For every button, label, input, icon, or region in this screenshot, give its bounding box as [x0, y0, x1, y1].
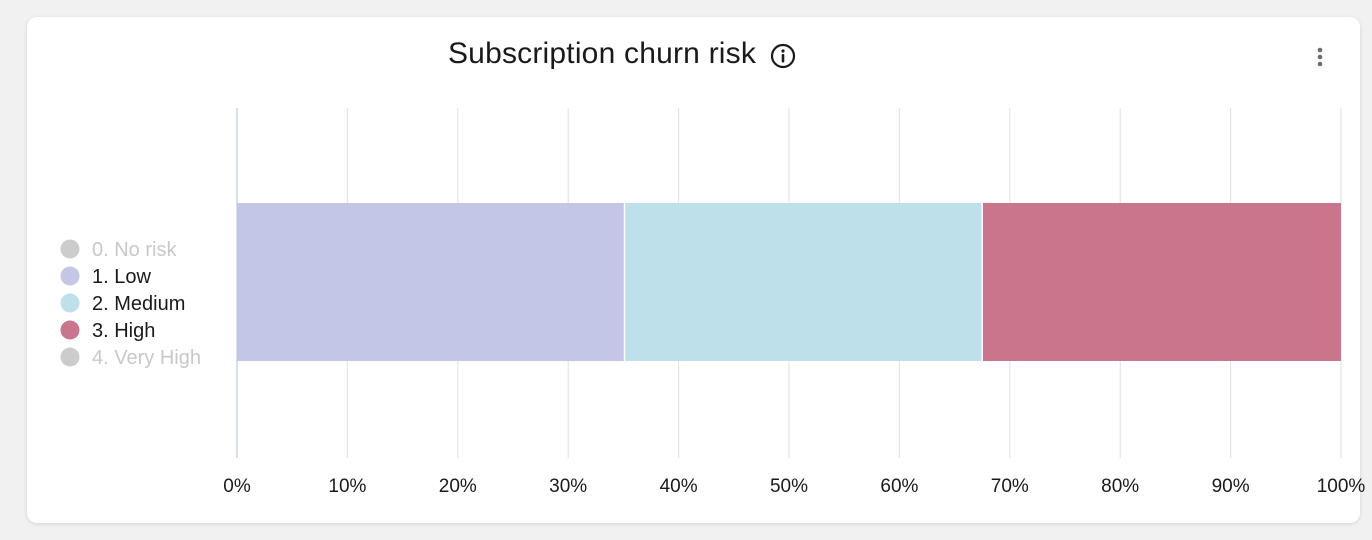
x-tick-label: 10% [328, 476, 366, 497]
x-tick-label: 40% [660, 476, 698, 497]
legend-item-high[interactable]: 3. High [60, 320, 156, 342]
bar-segment-medium[interactable] [624, 203, 983, 361]
legend-item-medium[interactable]: 2. Medium [60, 293, 186, 315]
legend-marker [60, 239, 80, 259]
bar-segment-high[interactable] [982, 203, 1341, 361]
legend-label: 1. Low [92, 266, 151, 288]
x-tick-label: 70% [991, 476, 1029, 497]
x-tick-label: 20% [439, 476, 477, 497]
info-circle-icon[interactable] [770, 43, 796, 69]
x-tick-label: 80% [1101, 476, 1139, 497]
legend-label: 2. Medium [92, 293, 185, 315]
legend: 0. No risk 1. Low 2. Medium 3. High 4. Very … [60, 239, 201, 369]
bar-segments [237, 203, 1341, 361]
x-tick-label: 60% [880, 476, 918, 497]
x-tick-label: 50% [770, 476, 808, 497]
legend-item-low[interactable]: 1. Low [60, 266, 152, 288]
legend-label: 3. High [92, 320, 155, 342]
legend-label: 4. Very High [92, 347, 201, 369]
legend-marker [60, 293, 80, 313]
chart-title: Subscription churn risk [447, 37, 757, 70]
x-axis: 0% 10% 20% 30% 40% 50% 60% 70% 80% 90% 100% [223, 476, 1365, 497]
legend-item-very-high[interactable]: 4. Very High [60, 347, 201, 369]
legend-marker [60, 266, 80, 286]
title-row: Subscription churn risk [27, 37, 1217, 71]
legend-marker [60, 347, 80, 367]
x-tick-label: 0% [223, 476, 251, 497]
x-tick-label: 30% [549, 476, 587, 497]
more-vertical-icon[interactable] [1310, 43, 1330, 71]
x-tick-label: 100% [1317, 476, 1366, 497]
legend-label: 0. No risk [92, 239, 177, 261]
legend-item-no-risk[interactable]: 0. No risk [60, 239, 178, 261]
x-tick-label: 90% [1212, 476, 1250, 497]
legend-marker [60, 320, 80, 340]
bar-segment-low[interactable] [237, 203, 625, 361]
